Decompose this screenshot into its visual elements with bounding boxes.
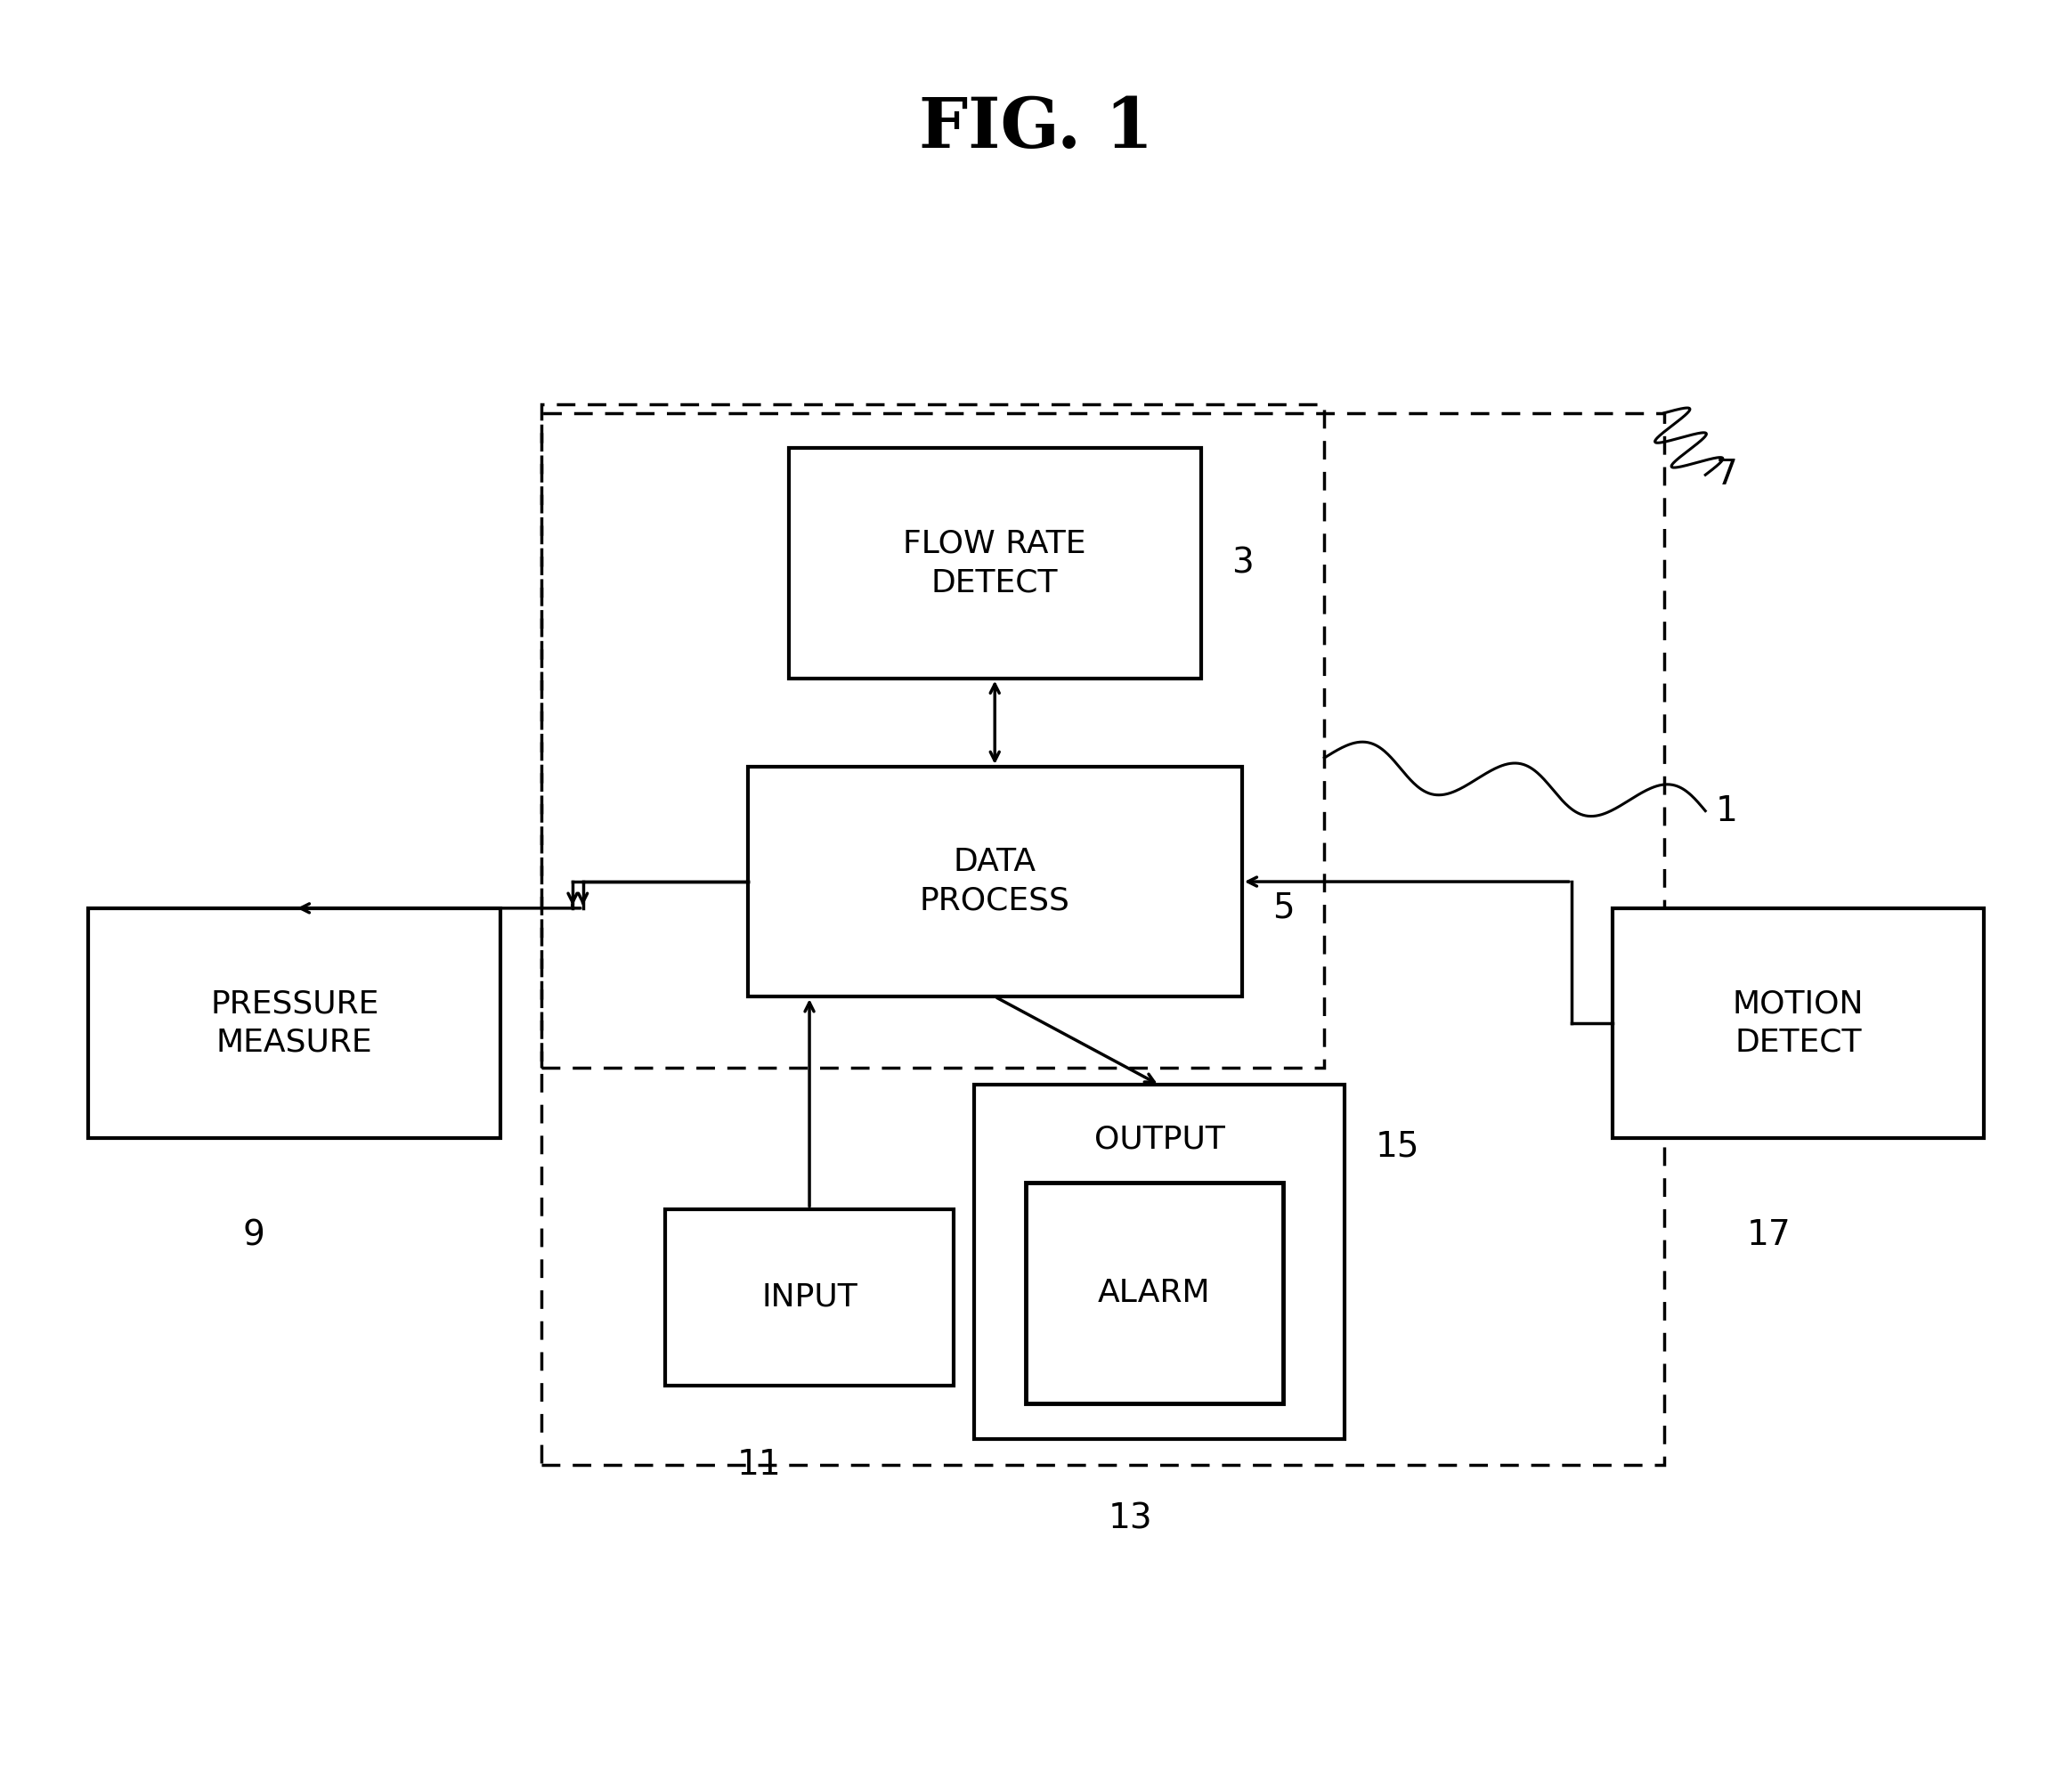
Text: 1: 1 xyxy=(1716,794,1738,828)
Text: OUTPUT: OUTPUT xyxy=(1094,1124,1225,1154)
Bar xyxy=(748,766,1241,997)
Text: FLOW RATE
DETECT: FLOW RATE DETECT xyxy=(903,529,1086,598)
Text: INPUT: INPUT xyxy=(762,1282,858,1313)
Bar xyxy=(1612,908,1983,1138)
Text: 17: 17 xyxy=(1747,1218,1790,1252)
Bar xyxy=(1026,1183,1283,1403)
Bar xyxy=(665,1209,953,1386)
Text: 11: 11 xyxy=(738,1448,781,1482)
Text: 5: 5 xyxy=(1272,890,1295,924)
Text: 13: 13 xyxy=(1109,1501,1152,1535)
Text: DATA
PROCESS: DATA PROCESS xyxy=(920,848,1069,915)
Text: FIG. 1: FIG. 1 xyxy=(918,94,1154,162)
Bar xyxy=(789,449,1202,679)
Bar xyxy=(89,908,501,1138)
Text: 9: 9 xyxy=(242,1218,265,1252)
Bar xyxy=(541,404,1324,1067)
Text: MOTION
DETECT: MOTION DETECT xyxy=(1732,988,1863,1058)
Text: 3: 3 xyxy=(1231,547,1254,581)
Text: ALARM: ALARM xyxy=(1098,1277,1210,1307)
Text: 15: 15 xyxy=(1376,1129,1419,1163)
Bar xyxy=(974,1085,1345,1439)
Bar xyxy=(541,413,1664,1466)
Text: 7: 7 xyxy=(1716,458,1738,492)
Text: PRESSURE
MEASURE: PRESSURE MEASURE xyxy=(209,988,379,1058)
